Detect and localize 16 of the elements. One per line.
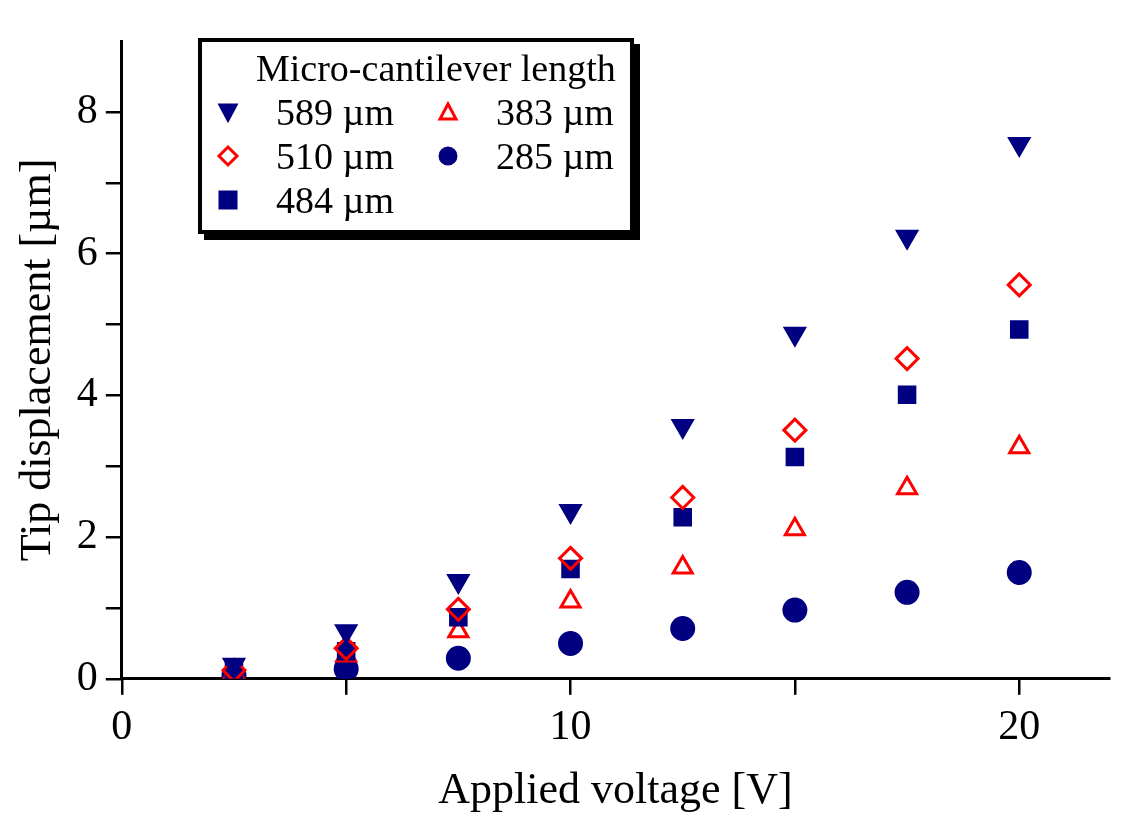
y-tick-label: 8 xyxy=(76,86,98,133)
y-tick-label: 6 xyxy=(76,227,98,274)
legend-label: 484 µm xyxy=(276,178,394,222)
legend-label: 383 µm xyxy=(495,90,614,134)
x-tick-label: 0 xyxy=(111,702,133,749)
y-axis-title: Tip displacement [µm] xyxy=(10,158,60,562)
legend-title: Micro-cantilever length xyxy=(255,46,616,90)
y-tick-label: 4 xyxy=(76,369,98,416)
legend-label: 510 µm xyxy=(276,134,394,178)
y-tick-label: 0 xyxy=(76,652,98,699)
x-tick-label: 10 xyxy=(549,702,592,749)
x-axis-title: Applied voltage [V] xyxy=(438,764,793,814)
x-tick-label: 20 xyxy=(998,702,1041,749)
y-tick-label: 2 xyxy=(76,511,98,558)
legend-label: 285 µm xyxy=(495,134,614,178)
legend-label: 589 µm xyxy=(276,90,394,134)
